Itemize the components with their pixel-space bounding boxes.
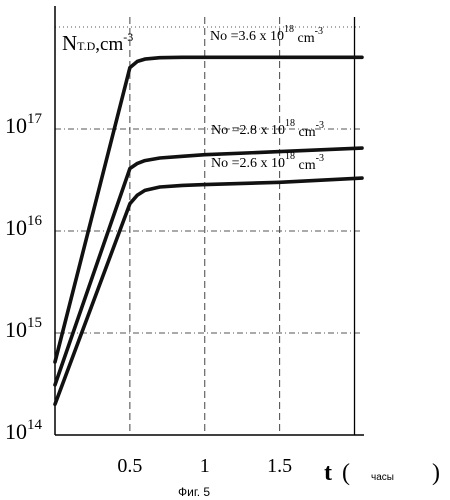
series-line-0 [55, 57, 362, 362]
x-tick-label-1: 1 [200, 455, 210, 477]
series-label-0-part-3: -3 [315, 26, 323, 37]
series-label-0-part-0: No =3.6 x 10 [210, 29, 284, 44]
x-axis-label-open: ( [342, 460, 350, 486]
x-axis-label-main: t [324, 460, 332, 486]
series-label-1: No =2.8 x 1018 cm-3 [211, 118, 324, 140]
y-tick-exp-3: 17 [27, 111, 43, 127]
y-tick-exp-1: 15 [27, 315, 42, 331]
series-label-2-part-0: No =2.6 x 10 [211, 156, 285, 171]
y-axis-label: NT.D,cm-3 [62, 30, 133, 55]
y-tick-exp-0: 14 [27, 417, 43, 433]
x-axis-label-unit: часы [371, 472, 394, 483]
y-tick-exp-2: 16 [27, 213, 43, 229]
series-label-1-part-0: No =2.8 x 10 [211, 123, 285, 138]
x-tick-label-0: 0.5 [117, 455, 142, 477]
series-line-2 [55, 178, 362, 404]
x-axis-label-close: ) [432, 460, 440, 486]
axes [55, 6, 364, 435]
series-label-1-part-2: cm [295, 125, 316, 140]
series-label-1-part-3: -3 [316, 120, 324, 131]
y-tick-base-2: 10 [5, 215, 27, 240]
y-tick-base-3: 10 [5, 113, 27, 138]
y-tick-label-3: 1017 [5, 111, 43, 138]
series-label-2-part-2: cm [295, 158, 316, 173]
grid-lines [55, 17, 362, 435]
x-tick-label-2: 1.5 [267, 455, 292, 477]
y-tick-base-1: 10 [5, 317, 27, 342]
series-label-1-part-1: 18 [285, 118, 295, 129]
y-tick-label-0: 1014 [5, 417, 43, 444]
y-tick-label-2: 1016 [5, 213, 43, 240]
series-label-0: No =3.6 x 1018 cm-3 [210, 24, 323, 46]
y-tick-base-0: 10 [5, 419, 27, 444]
series-label-0-part-1: 18 [284, 24, 294, 35]
y-tick-label-1: 1015 [5, 315, 42, 342]
series-label-0-part-2: cm [294, 31, 315, 46]
series-label-2-part-3: -3 [316, 153, 324, 164]
figure-caption: Фиг. 5 [178, 485, 210, 499]
series-label-2-part-1: 18 [285, 151, 295, 162]
x-axis-label: t ( часы ) [324, 460, 440, 486]
